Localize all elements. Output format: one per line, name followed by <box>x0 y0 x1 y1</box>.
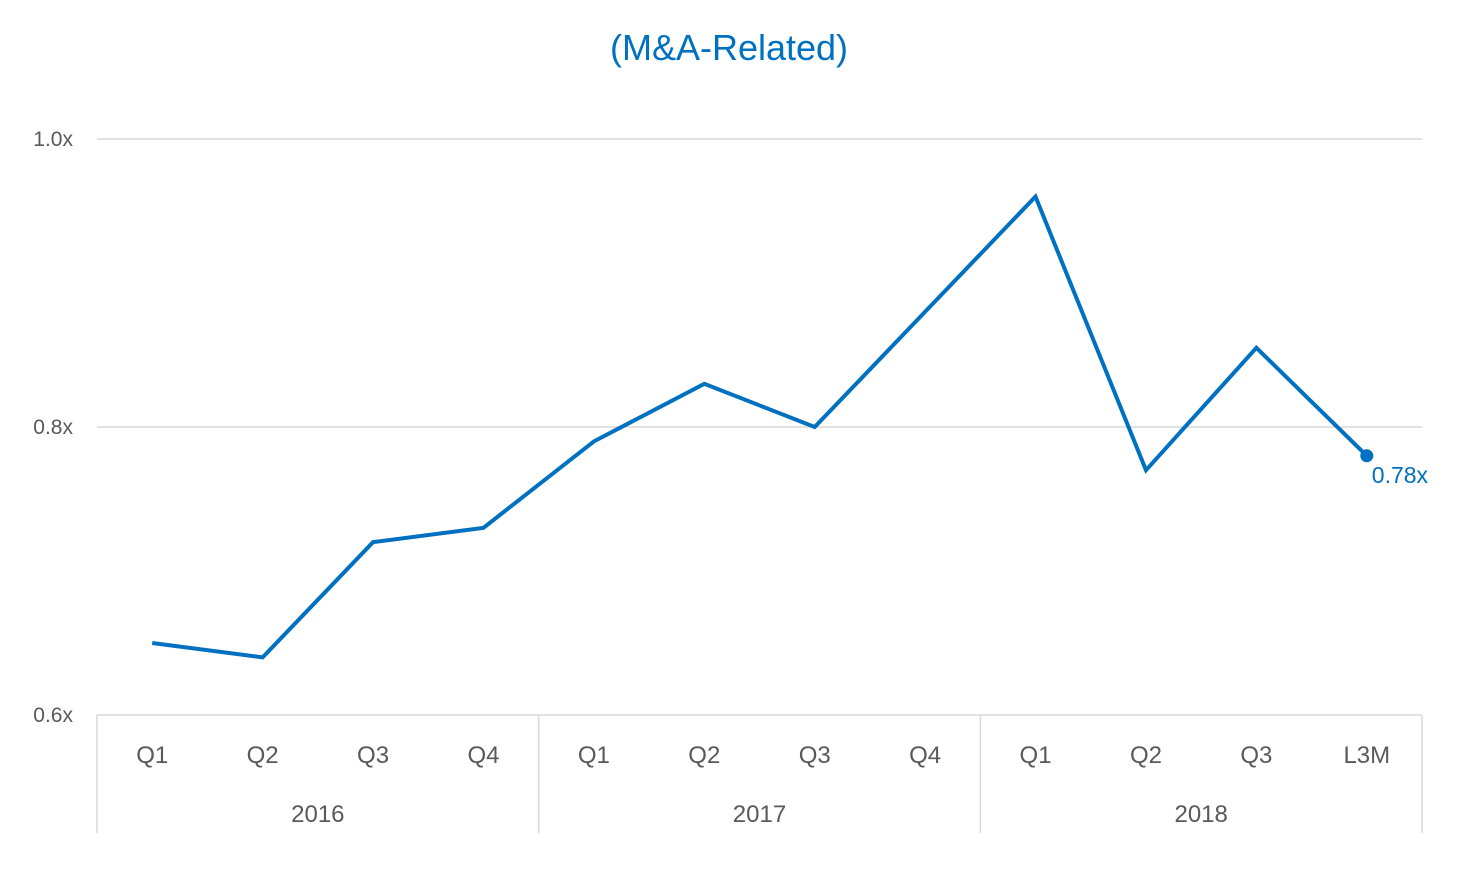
end-value-label: 0.78x <box>1372 462 1429 488</box>
series-layer <box>151 192 1374 660</box>
x-group-label: 2016 <box>291 801 344 828</box>
y-tick-label: 0.6x <box>33 704 73 727</box>
x-group-label: 2018 <box>1174 801 1227 828</box>
x-tick-label: L3M <box>1343 742 1390 769</box>
chart-title: (M&A-Related) <box>610 27 848 68</box>
series-line <box>151 192 1369 660</box>
labels: 0.6x 0.8x 1.0x Q1 Q2 Q3 Q4 Q1 Q2 Q3 Q4 Q1 Q2 Q3 L3M 201… <box>33 128 1428 828</box>
x-tick-label: Q1 <box>136 742 168 769</box>
x-tick-label: Q2 <box>1130 742 1162 769</box>
y-tick-label: 0.8x <box>33 416 73 439</box>
x-tick-label: Q1 <box>578 742 610 769</box>
x-tick-label: Q3 <box>357 742 389 769</box>
x-group-label: 2017 <box>733 801 786 828</box>
end-point-marker <box>1360 449 1374 463</box>
y-tick-label: 1.0x <box>33 128 73 151</box>
x-axis <box>96 715 1423 833</box>
x-tick-label: Q2 <box>688 742 720 769</box>
x-tick-label: Q4 <box>467 742 499 769</box>
x-tick-label: Q4 <box>909 742 941 769</box>
x-tick-label: Q3 <box>1240 742 1272 769</box>
x-tick-label: Q3 <box>799 742 831 769</box>
gridlines <box>97 138 1422 716</box>
x-tick-label: Q1 <box>1020 742 1052 769</box>
x-tick-label: Q2 <box>247 742 279 769</box>
